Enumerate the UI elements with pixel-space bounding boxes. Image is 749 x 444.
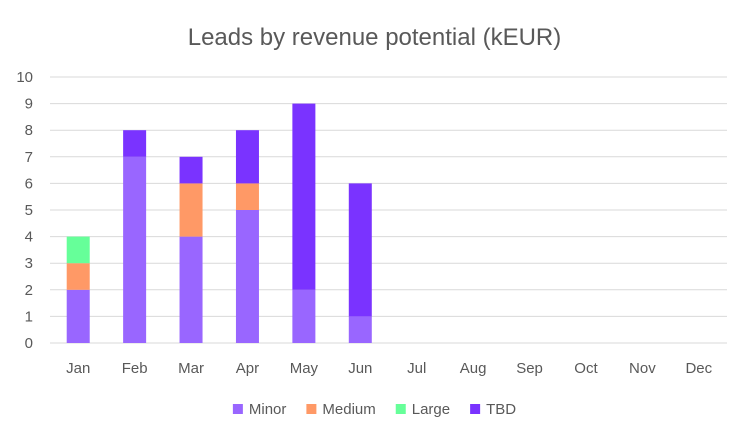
bar-stack-jun — [348, 183, 372, 343]
x-tick-label: May — [290, 360, 319, 377]
y-tick-label: 3 — [25, 255, 33, 272]
bar-stack-feb — [123, 130, 147, 343]
y-tick-label: 6 — [25, 175, 33, 192]
x-axis-tick-labels: Jan Feb Mar Apr May Jun Jul Aug Sep Oct Nov Dec — [66, 360, 713, 377]
x-tick-label: Feb — [122, 360, 148, 377]
y-tick-label: 7 — [25, 149, 33, 166]
x-tick-label: Jun — [348, 360, 372, 377]
bar-segment-tbd — [292, 103, 316, 290]
bar-segment-minor — [123, 156, 147, 343]
bar-segment-large — [66, 236, 90, 264]
y-tick-label: 9 — [25, 96, 33, 113]
y-tick-label: 10 — [16, 69, 33, 86]
x-tick-label: Jan — [66, 360, 90, 377]
bar-stack-may — [292, 103, 316, 343]
y-tick-label: 8 — [25, 122, 33, 139]
bar-segment-medium — [179, 183, 203, 237]
legend: Minor Medium Large TBD — [232, 401, 516, 418]
legend-item-tbd: TBD — [470, 401, 516, 418]
bar-segment-tbd — [235, 130, 259, 184]
y-tick-label: 5 — [25, 202, 33, 219]
x-tick-label: Aug — [460, 360, 487, 377]
bar-stacks — [66, 103, 372, 343]
x-tick-label: Mar — [178, 360, 204, 377]
x-tick-label: Nov — [629, 360, 656, 377]
x-tick-label: Jul — [407, 360, 426, 377]
bar-segment-minor — [66, 289, 90, 343]
legend-item-medium: Medium — [306, 401, 376, 418]
bar-segment-medium — [66, 263, 90, 290]
bar-segment-minor — [179, 236, 203, 343]
bar-stack-jan — [66, 236, 90, 343]
legend-item-minor: Minor — [232, 401, 287, 418]
y-tick-label: 1 — [25, 308, 33, 325]
legend-marker — [232, 404, 243, 414]
y-tick-label: 2 — [25, 282, 33, 299]
bar-segment-minor — [235, 210, 259, 343]
bar-segment-tbd — [179, 156, 203, 184]
x-tick-label: Sep — [516, 360, 543, 377]
legend-item-large: Large — [395, 401, 450, 418]
bar-segment-medium — [235, 183, 259, 210]
bar-segment-tbd — [348, 183, 372, 317]
bar-segment-tbd — [123, 130, 147, 157]
legend-label: Large — [412, 401, 450, 418]
legend-marker — [395, 404, 406, 414]
legend-label: TBD — [486, 401, 516, 418]
y-tick-label: 4 — [25, 229, 33, 246]
y-axis-tick-labels: 0 1 2 3 4 5 6 7 8 9 10 — [16, 69, 33, 352]
gridlines — [50, 76, 727, 344]
y-tick-label: 0 — [25, 335, 33, 352]
bar-stack-apr — [235, 130, 259, 343]
bar-segment-minor — [292, 289, 316, 343]
legend-label: Minor — [249, 401, 287, 418]
legend-label: Medium — [322, 401, 375, 418]
x-tick-label: Dec — [685, 360, 712, 377]
legend-marker — [306, 404, 317, 414]
bar-stack-mar — [179, 156, 203, 343]
chart-title: Leads by revenue potential (kEUR) — [188, 24, 562, 51]
x-tick-label: Oct — [574, 360, 598, 377]
x-tick-label: Apr — [236, 360, 259, 377]
legend-marker — [470, 404, 481, 414]
bar-segment-minor — [348, 316, 372, 343]
